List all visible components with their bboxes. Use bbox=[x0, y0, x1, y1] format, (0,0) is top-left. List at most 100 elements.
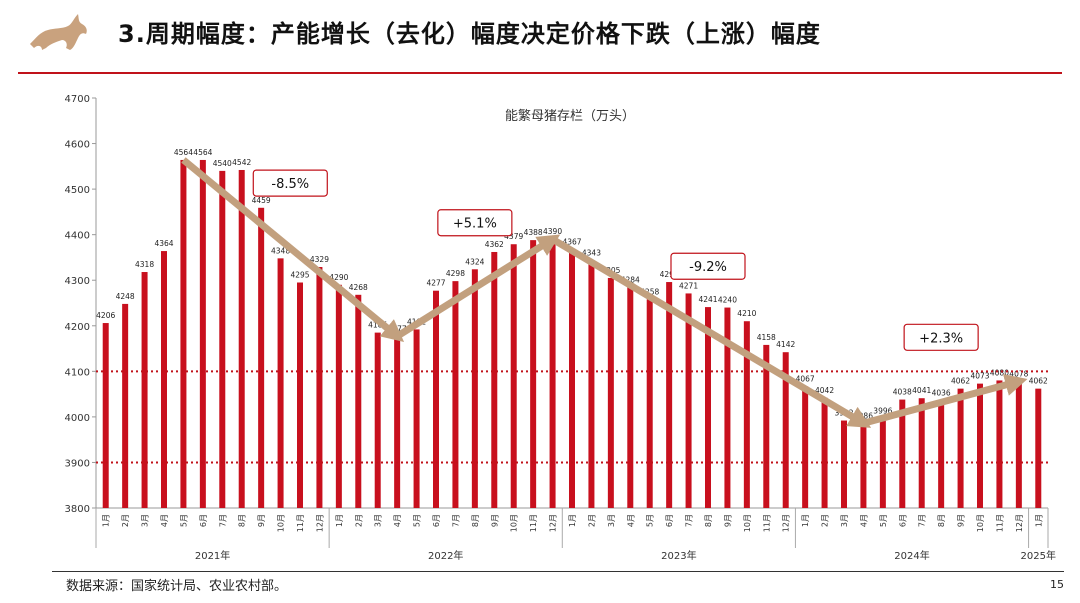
x-tick-label: 1月 bbox=[335, 514, 344, 527]
x-tick-label: 6月 bbox=[665, 514, 674, 527]
data-label: 4062 bbox=[1029, 377, 1048, 386]
x-tick-label: 4月 bbox=[626, 514, 635, 527]
x-tick-label: 12月 bbox=[782, 514, 791, 532]
trend-arrow bbox=[862, 374, 1028, 427]
x-tick-label: 2月 bbox=[121, 514, 130, 527]
bar bbox=[782, 352, 789, 508]
x-tick-label: 11月 bbox=[762, 514, 771, 532]
bar bbox=[666, 282, 673, 508]
bar bbox=[530, 240, 537, 508]
bar bbox=[977, 383, 983, 508]
year-label: 2021年 bbox=[195, 549, 230, 562]
bar bbox=[335, 284, 342, 508]
y-tick-label: 4000 bbox=[65, 413, 90, 424]
bar bbox=[763, 344, 770, 508]
bar bbox=[802, 386, 809, 508]
bar bbox=[899, 399, 906, 508]
bar bbox=[102, 323, 109, 508]
data-label: 4268 bbox=[349, 283, 368, 292]
change-callout-box bbox=[670, 252, 746, 280]
bar bbox=[161, 251, 167, 509]
bar bbox=[277, 258, 284, 508]
footer-divider bbox=[52, 571, 1064, 572]
data-label: 4388 bbox=[524, 228, 543, 237]
x-tick-label: 7月 bbox=[685, 514, 694, 527]
data-label: 4362 bbox=[485, 240, 504, 249]
bar bbox=[394, 336, 401, 508]
bar bbox=[316, 267, 323, 508]
data-label: 4379 bbox=[504, 232, 523, 241]
bar bbox=[821, 397, 828, 508]
bar bbox=[141, 272, 148, 508]
x-tick-label: 4月 bbox=[859, 514, 868, 527]
data-label: 4284 bbox=[621, 276, 640, 285]
bar bbox=[510, 244, 517, 508]
data-label: 4390 bbox=[543, 227, 562, 236]
data-label: 4248 bbox=[116, 292, 135, 301]
y-tick-label: 3800 bbox=[65, 504, 90, 515]
bar bbox=[996, 380, 1003, 508]
bar bbox=[607, 277, 614, 508]
bar bbox=[860, 423, 867, 508]
data-label: 4036 bbox=[932, 388, 951, 397]
x-tick-label: 8月 bbox=[704, 514, 713, 527]
data-label: 4329 bbox=[310, 255, 329, 264]
data-label: 4364 bbox=[154, 239, 173, 248]
change-callout-label: +2.3% bbox=[919, 331, 963, 346]
sow-inventory-chart: 能繁母猪存栏（万头） 3800 3900 4000 4100 4200 4300 4400 4… bbox=[65, 94, 1056, 562]
x-tick-label: 5月 bbox=[413, 514, 422, 527]
change-callout-label: -9.2% bbox=[689, 260, 727, 275]
data-label: 3996 bbox=[873, 407, 892, 416]
x-tick-label: 12月 bbox=[549, 514, 558, 532]
x-tick-label: 10月 bbox=[743, 514, 752, 532]
bar bbox=[452, 281, 459, 508]
x-tick-label: 11月 bbox=[296, 514, 305, 532]
data-label: 4042 bbox=[815, 386, 834, 395]
bar bbox=[297, 282, 303, 508]
data-label: 4296 bbox=[660, 270, 679, 279]
y-tick-label: 4500 bbox=[65, 185, 90, 196]
bar bbox=[180, 159, 187, 508]
data-label: 4078 bbox=[1009, 369, 1028, 378]
bar bbox=[627, 287, 634, 508]
chart-title: 能繁母猪存栏（万头） bbox=[505, 108, 635, 124]
data-label: 4038 bbox=[893, 388, 912, 397]
bar bbox=[569, 249, 575, 508]
bar bbox=[355, 294, 362, 508]
bar bbox=[1015, 381, 1022, 508]
change-callout-label: -8.5% bbox=[271, 177, 309, 192]
x-tick-label: 11月 bbox=[529, 514, 538, 532]
x-tick-label: 1月 bbox=[801, 514, 810, 527]
data-label: 4348 bbox=[271, 246, 290, 255]
bar bbox=[724, 307, 731, 508]
data-label: 4324 bbox=[465, 257, 484, 266]
bar bbox=[433, 290, 439, 508]
data-label: 4210 bbox=[737, 309, 756, 318]
y-tick-label: 3900 bbox=[65, 458, 90, 469]
bar bbox=[705, 307, 711, 508]
data-label: 4062 bbox=[951, 377, 970, 386]
bar bbox=[258, 207, 265, 508]
x-tick-label: 3月 bbox=[374, 514, 383, 527]
data-label: 4206 bbox=[96, 311, 115, 320]
bar bbox=[199, 159, 206, 508]
bar bbox=[413, 329, 420, 508]
x-tick-label: 2月 bbox=[354, 514, 363, 527]
x-tick-label: 8月 bbox=[937, 514, 946, 527]
page-title: 3.周期幅度：产能增长（去化）幅度决定价格下跌（上涨）幅度 bbox=[118, 20, 821, 48]
bar bbox=[122, 303, 129, 508]
bar bbox=[588, 260, 595, 508]
x-tick-label: 7月 bbox=[218, 514, 227, 527]
data-label: 4258 bbox=[640, 287, 659, 296]
data-label: 4290 bbox=[329, 273, 348, 282]
trend-arrow bbox=[550, 236, 872, 428]
year-label: 2022年 bbox=[428, 549, 463, 562]
x-tick-label: 1月 bbox=[1034, 514, 1043, 527]
x-tick-label: 9月 bbox=[723, 514, 732, 527]
bull-logo-icon bbox=[30, 14, 87, 50]
trend-arrow bbox=[181, 157, 405, 342]
change-callout-box bbox=[252, 169, 328, 197]
bar bbox=[471, 269, 478, 508]
data-label: 4271 bbox=[679, 281, 698, 290]
x-tick-label: 3月 bbox=[607, 514, 616, 527]
